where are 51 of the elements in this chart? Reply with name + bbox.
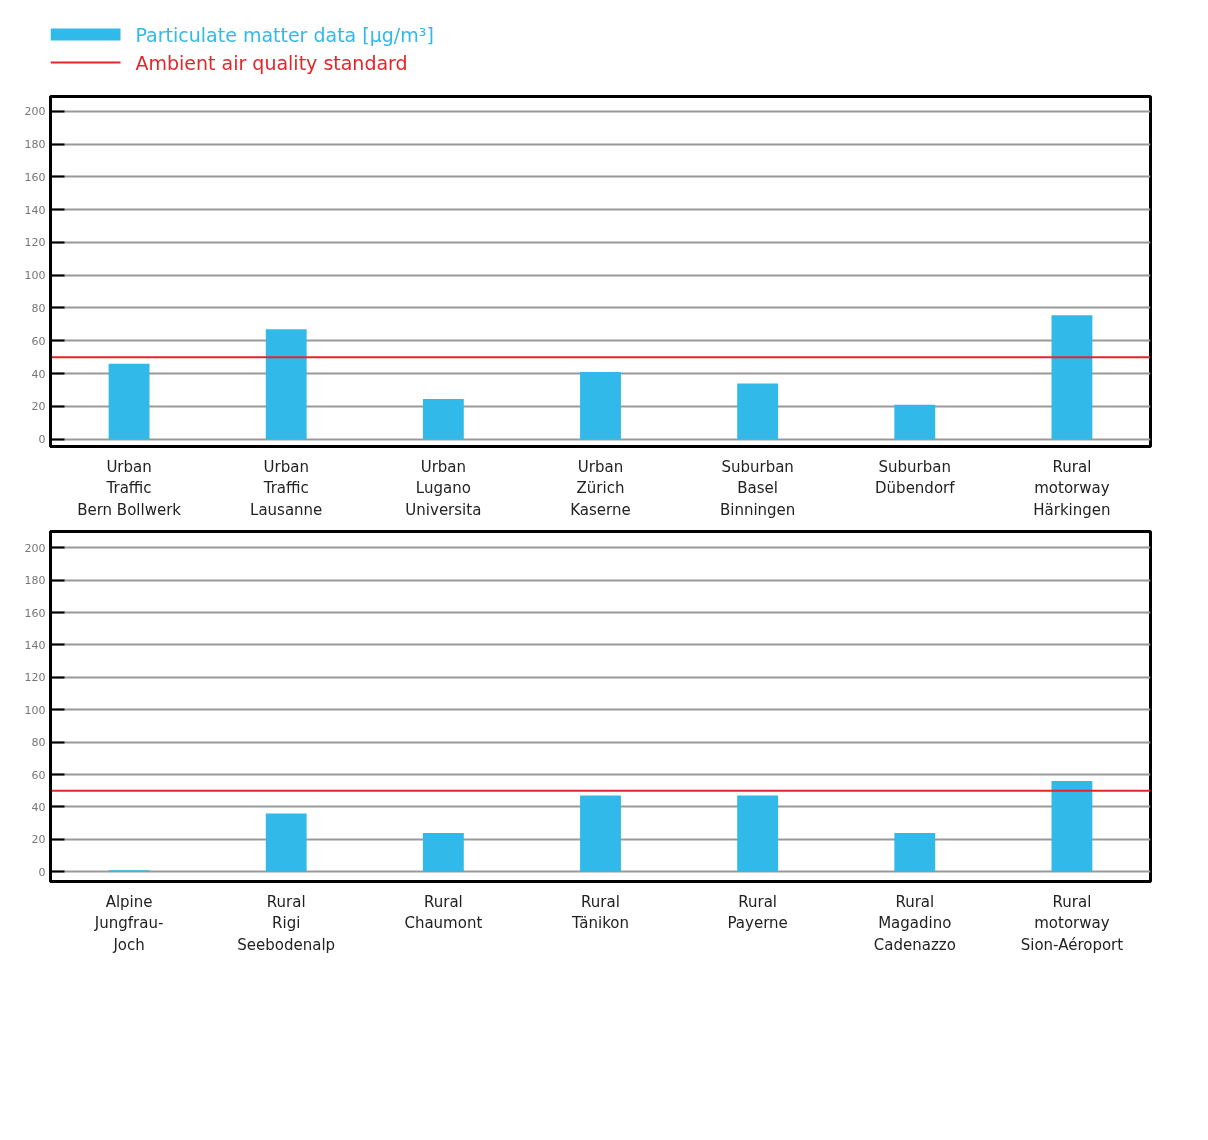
y-tick-label: 80 xyxy=(31,301,46,315)
x-tick-label: Urban Zürich Kaserne xyxy=(570,457,631,519)
y-tick-label: 100 xyxy=(24,269,46,283)
bar xyxy=(1051,315,1093,440)
y-tick-label: 40 xyxy=(31,800,46,814)
bar xyxy=(737,795,779,872)
x-tick-label: Urban Traffic Bern Bollwerk xyxy=(77,457,182,519)
y-tick-label: 40 xyxy=(31,367,46,381)
x-tick-label: Rural Tänikon xyxy=(570,892,630,933)
y-tick-label: 20 xyxy=(31,400,46,414)
y-tick-label: 140 xyxy=(24,638,46,652)
x-tick-label: Urban Traffic Lausanne xyxy=(250,457,323,519)
bar xyxy=(265,813,307,872)
y-tick-label: 120 xyxy=(24,236,46,250)
y-tick-label: 200 xyxy=(24,541,46,555)
x-tick-label: Rural motorway Sion-Aéroport xyxy=(1020,892,1124,954)
bar xyxy=(422,832,464,872)
x-tick-label: Rural Rigi Seebodenalp xyxy=(237,892,336,954)
bar xyxy=(737,383,779,440)
y-tick-label: 180 xyxy=(24,574,46,588)
y-tick-label: 180 xyxy=(24,138,46,152)
y-tick-label: 20 xyxy=(31,833,46,847)
x-tick-label: Rural Payerne xyxy=(727,892,788,933)
bar xyxy=(265,329,307,440)
bar xyxy=(894,832,936,872)
x-tick-label: Rural Magadino Cadenazzo xyxy=(873,892,956,954)
y-tick-label: 160 xyxy=(24,170,46,184)
bar xyxy=(1051,781,1093,872)
bar xyxy=(422,398,464,440)
y-tick-label: 80 xyxy=(31,736,46,750)
y-tick-label: 0 xyxy=(38,865,46,879)
y-tick-label: 0 xyxy=(38,433,46,447)
y-tick-label: 160 xyxy=(24,606,46,620)
x-tick-label: Urban Lugano Universita xyxy=(405,457,482,519)
bar xyxy=(580,371,621,440)
y-tick-label: 120 xyxy=(24,671,46,685)
y-tick-label: 60 xyxy=(31,334,46,348)
legend-label: Ambient air quality standard xyxy=(135,51,408,74)
x-tick-label: Rural motorway Härkingen xyxy=(1033,457,1111,519)
x-tick-label: Alpine Jungfrau- Joch xyxy=(93,892,164,954)
y-tick-label: 60 xyxy=(31,768,46,782)
x-tick-label: Rural Chaumont xyxy=(404,892,483,933)
y-tick-label: 200 xyxy=(24,105,46,119)
bar xyxy=(108,363,150,440)
x-tick-label: Suburban Dübendorf xyxy=(875,457,956,498)
bar xyxy=(580,795,621,872)
y-tick-label: 140 xyxy=(24,203,46,217)
x-tick-label: Suburban Basel Binningen xyxy=(719,457,796,519)
bar xyxy=(894,404,936,440)
y-tick-label: 100 xyxy=(24,703,46,717)
legend-label: Particulate matter data [µg/m³] xyxy=(135,23,434,46)
